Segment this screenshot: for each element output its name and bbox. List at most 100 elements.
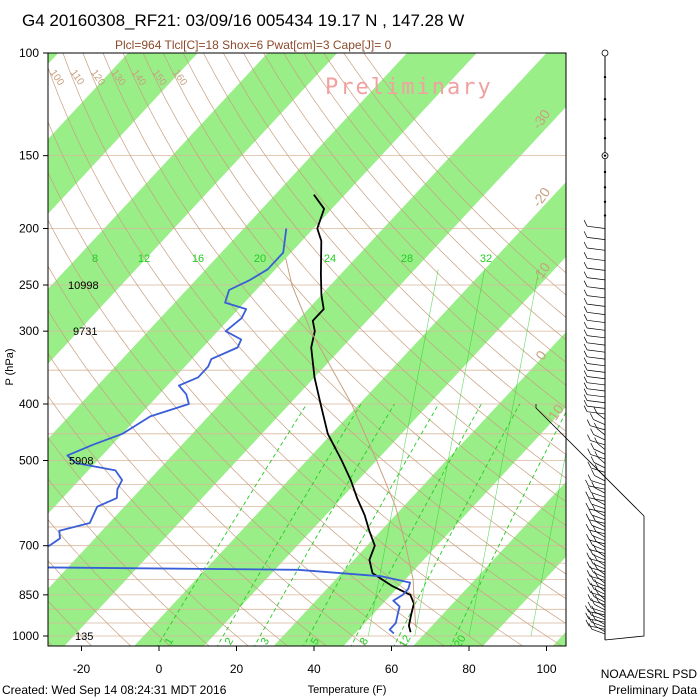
created-timestamp: Created: Wed Sep 14 08:24:31 MDT 2016 [2,683,227,697]
wind-barb [590,592,606,598]
mixing-ratio-bottom-label: 3 [259,636,272,647]
temperature-band [48,53,477,514]
dry-adiabat-label: 90 [27,68,43,84]
wind-barb [596,413,606,420]
wind-point [603,154,607,157]
wind-barb-flag [583,231,588,238]
dry-adiabat [122,53,566,551]
wind-barb [587,400,606,404]
temperature-axis: -20 0 20 40 60 80 100 [73,646,557,676]
wind-barb-flag [587,586,592,593]
wind-barb-flag [583,350,588,357]
dry-adiabat [182,53,566,479]
wind-barb [588,625,606,630]
wind-barb [596,559,606,567]
wind-barb [594,498,606,506]
pressure-tick-label: 200 [19,222,39,236]
wind-barb [587,342,606,346]
wind-barb [589,519,606,524]
temperature-tick-label: 60 [385,662,399,676]
isotherm-label: 30 [618,477,640,499]
wind-barb-flag [583,343,588,351]
calm-wind-circle [601,49,609,57]
wind-barb-flag [588,529,593,536]
wind-barb-flag [583,329,588,336]
mixing-ratio-label: 28 [401,253,413,265]
mixing-ratio-label: 8 [92,253,98,265]
wind-barb-flag [592,535,597,542]
wind-barb-flag [583,252,588,259]
wind-barb-flag [591,605,596,612]
wind-barb-flag [583,314,588,321]
wind-barb [595,541,606,548]
wind-barb-flag [585,605,589,612]
dry-adiabat [263,53,566,386]
dewpoint-line [48,228,411,635]
wind-barb-flag [587,448,592,455]
wind-barb [597,593,606,600]
moist-adiabat [367,269,439,637]
wind-point [603,75,607,79]
wind-barb-flag [593,562,598,569]
wind-barb-flag [590,582,595,590]
wind-barb-flag [589,548,594,555]
dry-adiabat [48,559,132,646]
wind-barb-flag [590,442,595,450]
mixing-ratio-label: 16 [192,253,204,265]
wind-barb [595,520,606,528]
dry-adiabat [343,53,566,296]
wind-barb-flag [593,407,598,414]
plot-area: 5060708090100110120130140150160 -30-20-1… [0,53,640,647]
pressure-tick-label: 500 [19,454,39,468]
dry-adiabat [48,219,445,646]
wind-barb-flag [587,474,592,481]
wind-barb-flag [583,271,588,278]
wind-barb-flag [583,399,588,407]
wind-barb [591,503,606,510]
wind-barb [590,425,606,431]
wind-barb-panel [535,49,645,641]
dry-adiabat [48,171,485,646]
dry-adiabat-label: 110 [68,68,86,88]
mixing-ratio-bottom-label: 5 [309,636,322,647]
wind-barb [587,286,606,290]
temperature-tick-label: 20 [230,662,244,676]
dry-adiabat [48,600,93,646]
dry-adiabat [48,66,563,646]
wind-barb-flag [585,491,590,498]
wind-barb-flag [586,543,590,550]
wind-point [603,200,607,204]
temperature-band [48,53,566,646]
dry-adiabat-label: 70 [0,68,1,84]
wind-barb [587,311,606,315]
wind-barb-flag [588,497,592,505]
wind-barb [593,462,606,469]
dry-adiabat [222,53,566,432]
wind-barb-flag [585,619,590,626]
wind-barb [587,405,606,409]
wind-barb-flag [589,539,593,546]
wind-barb-flag [586,570,591,577]
wind-barb-flag [591,469,595,476]
wind-barb-flag [583,388,588,395]
wind-barb [595,510,606,517]
temperature-tick-label: 80 [462,662,476,676]
wind-barb-flag [591,504,596,511]
mixing-ratio-line [350,403,482,646]
wind-barb-flag [594,464,599,471]
wind-barb [594,604,606,611]
mixing-ratio-labels: 8 12 16 20 24 28 321 2 3 5 8 12 20 [92,253,492,647]
wind-barb-flag [587,434,591,441]
temperature-line [310,194,415,633]
wind-barb-flag [594,594,599,602]
wind-barb [591,525,606,531]
wind-barb [587,277,606,281]
chart-title: G4 20160308_RF21: 03/09/16 005434 19.17 … [22,11,464,30]
wind-barb-flag [590,428,594,435]
wind-barb [587,356,606,360]
wind-barb [594,618,606,625]
wind-barb-flag [590,590,595,597]
wind-barb-flag [583,363,588,371]
credit-line-1: NOAA/ESRL PSD [601,667,698,681]
